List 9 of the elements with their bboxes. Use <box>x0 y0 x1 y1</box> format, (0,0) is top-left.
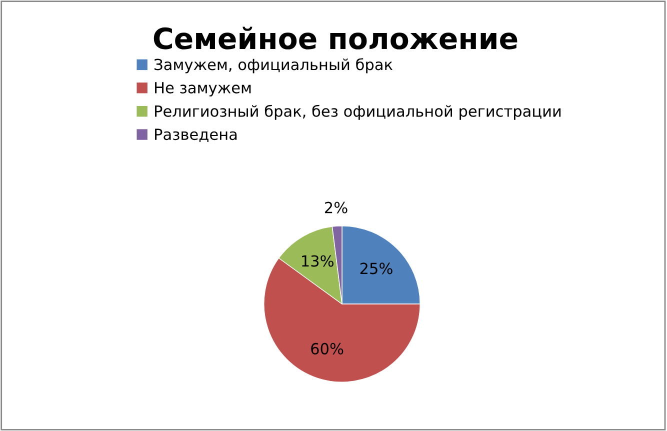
data-label: 25% <box>360 262 392 274</box>
data-label: 13% <box>302 255 334 267</box>
legend-label: Не замужем <box>155 82 251 96</box>
chart-title: Семейное положение <box>154 26 518 50</box>
data-label: 60% <box>311 342 344 354</box>
data-label: 2% <box>325 202 348 214</box>
legend-label: Замужем, официальный брак <box>154 58 392 74</box>
legend-label: Религиозный брак, без официальной регистрации <box>155 104 561 120</box>
legend-label: Разведена <box>155 128 237 142</box>
